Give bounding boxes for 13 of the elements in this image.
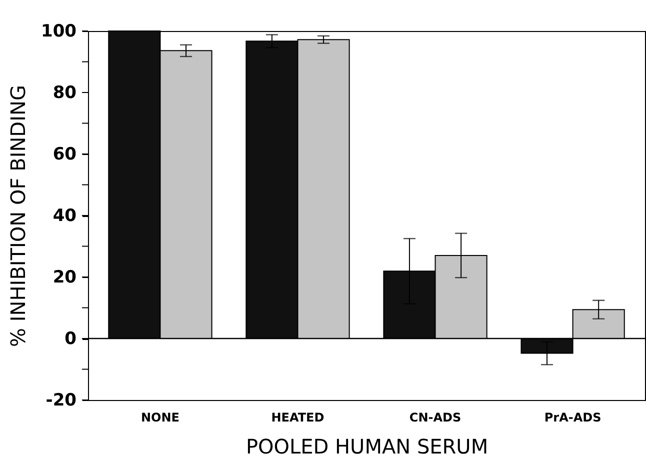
x-tick-label: HEATED (271, 410, 324, 424)
y-tick-label: -20 (46, 390, 77, 410)
y-tick-label: 0 (64, 329, 77, 349)
y-tick-label: 60 (52, 144, 77, 164)
x-tick-label: CN-ADS (409, 410, 462, 424)
y-tick-label: 40 (52, 206, 77, 226)
x-tick-label: PrA-ADS (544, 410, 602, 424)
y-axis-title: % INHIBITION OF BINDING (6, 85, 30, 347)
x-axis-title: POOLED HUMAN SERUM (246, 434, 488, 458)
y-tick-label: 80 (52, 83, 77, 103)
y-tick-label: 100 (41, 22, 77, 42)
y-tick-label: 20 (52, 268, 77, 288)
x-tick-label: NONE (140, 410, 180, 424)
